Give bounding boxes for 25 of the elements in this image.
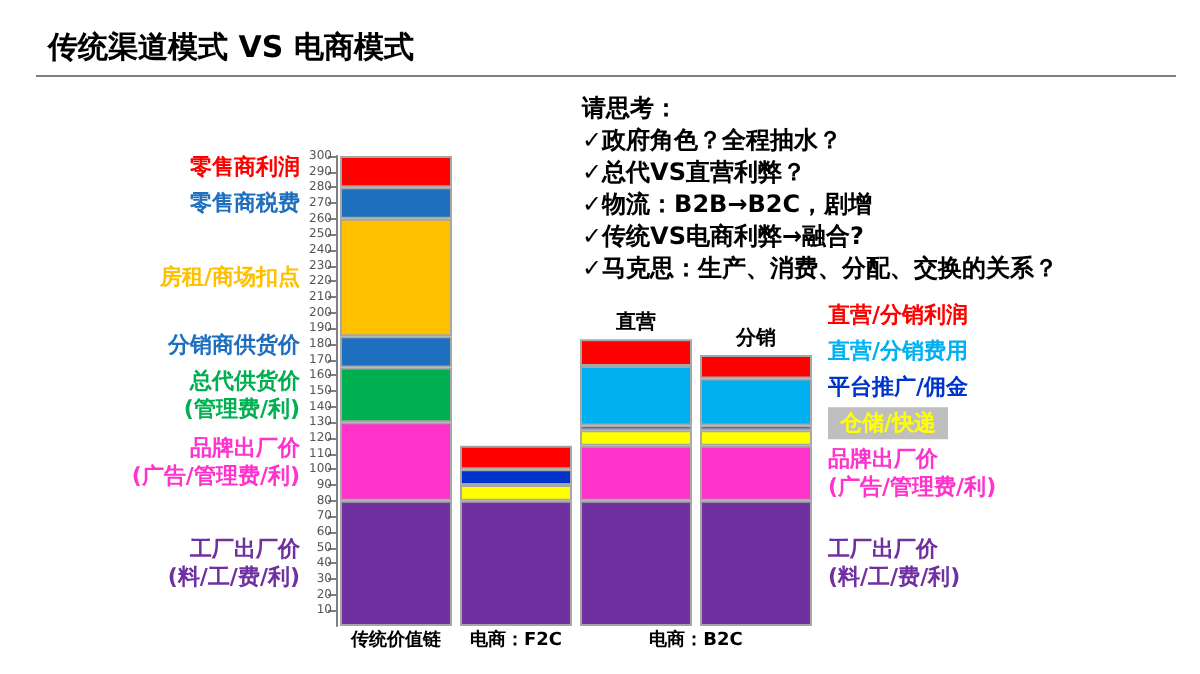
text: ✓政府角色？全程抽水？ xyxy=(582,126,843,154)
series-label: 直营/分销费用 xyxy=(826,338,969,365)
x-tick-label: 电商：F2C xyxy=(469,629,563,651)
series-label: 零售商利润 xyxy=(188,154,300,180)
series-label: 房租/商场扣点 xyxy=(157,264,300,291)
x-tick-label: 直营 xyxy=(614,310,656,335)
annotation: ✓传统VS电商利弊→融合? xyxy=(582,222,865,250)
x-tick-label: 分销 xyxy=(734,325,776,350)
series-label: 平台推广/佣金 xyxy=(826,374,971,401)
series-label: 品牌出厂价 (广告/管理费/利) xyxy=(828,446,997,501)
series-label: 总代供货价 (管理费/利) xyxy=(183,367,302,422)
series-label: 分销商供货价 xyxy=(166,331,302,358)
x-tick-label: 传统价值链 xyxy=(349,629,443,651)
series-label: 直营/分销利润 xyxy=(826,302,969,329)
chart-title: 传统渠道模式 VS 电商模式 xyxy=(46,29,414,65)
text: 品牌出厂价 (广告/管理费/利) xyxy=(131,434,300,489)
series-label: 仓储/快递 xyxy=(838,410,939,437)
annotation: ✓总代VS直营利弊？ xyxy=(582,158,806,186)
annotation: ✓物流：B2B→B2C，剧增 xyxy=(582,190,873,218)
annotation: ✓马克思：生产、消费、分配、交换的关系？ xyxy=(582,254,1059,282)
annotation: 电商：B2C xyxy=(649,629,744,651)
text: 工厂出厂价 (料/工/费/利) xyxy=(167,536,300,591)
text: 请思考： xyxy=(580,94,678,122)
series-label: 零售商税费 xyxy=(188,190,300,216)
series-label: 工厂出厂价 (料/工/费/利) xyxy=(826,536,961,591)
